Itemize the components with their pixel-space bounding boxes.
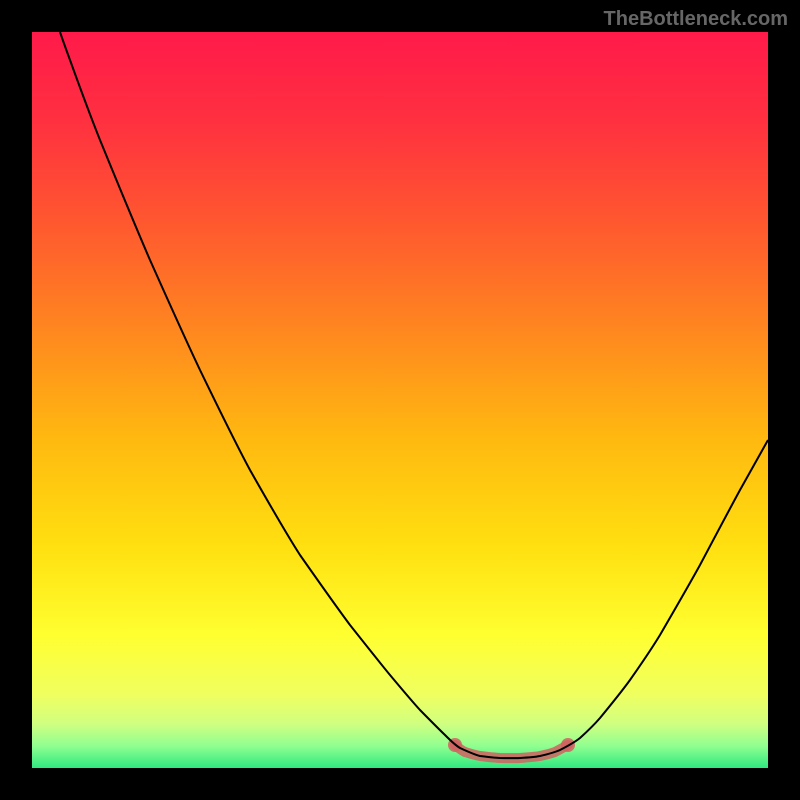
watermark-text: TheBottleneck.com [604, 8, 788, 31]
chart-container: TheBottleneck.com [0, 0, 800, 800]
bottleneck-chart [0, 0, 800, 800]
chart-background [32, 32, 768, 768]
